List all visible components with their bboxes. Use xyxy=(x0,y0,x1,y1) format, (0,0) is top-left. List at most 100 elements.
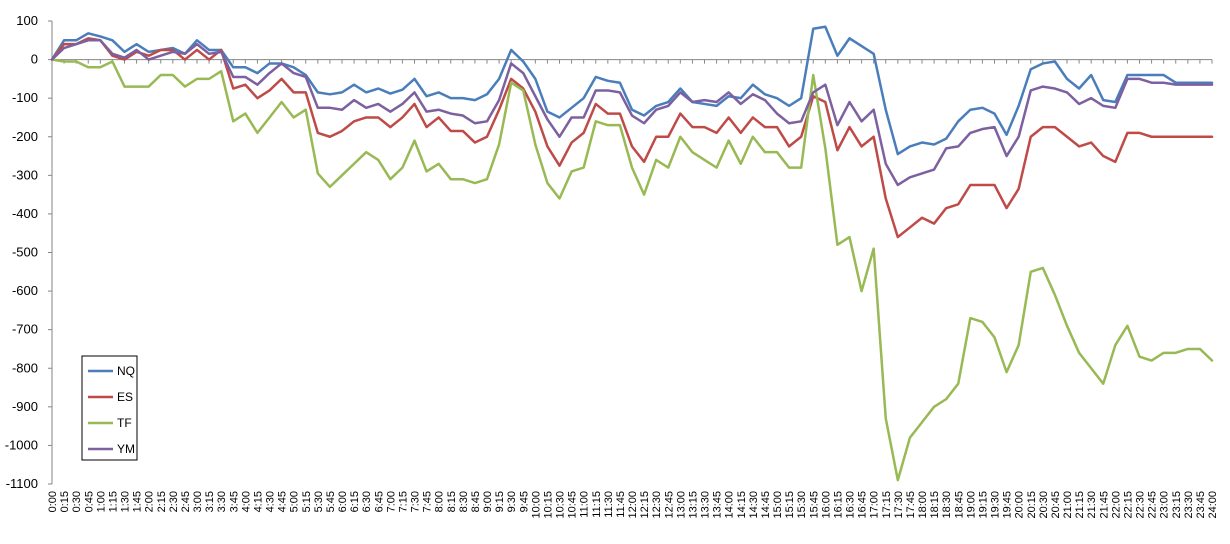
x-tick-label: 23:30 xyxy=(1183,491,1195,519)
x-tick-label: 20:15 xyxy=(1026,491,1038,519)
x-tick-label: 22:30 xyxy=(1135,491,1147,519)
x-tick-label: 0:45 xyxy=(83,491,95,512)
x-tick-label: 6:45 xyxy=(373,491,385,512)
x-tick-label: 2:30 xyxy=(168,491,180,512)
x-tick-label: 2:00 xyxy=(144,491,156,512)
x-tick-label: 15:00 xyxy=(772,491,784,519)
x-tick-label: 16:30 xyxy=(845,491,857,519)
legend-label-ym: YM xyxy=(117,442,135,456)
x-tick-label: 23:45 xyxy=(1195,491,1207,519)
x-tick-label: 23:15 xyxy=(1171,491,1183,519)
y-tick-label: -200 xyxy=(12,129,38,144)
legend: NQ ES TF YM xyxy=(81,355,138,461)
x-tick-label: 2:15 xyxy=(156,491,168,512)
x-tick-label: 3:45 xyxy=(228,491,240,512)
y-tick-label: -100 xyxy=(12,90,38,105)
series-line-nq xyxy=(50,25,1214,156)
x-tick-label: 4:00 xyxy=(240,491,252,512)
x-tick-label: 9:15 xyxy=(494,491,506,512)
x-tick-label: 14:30 xyxy=(748,491,760,519)
y-tick-label: -400 xyxy=(12,206,38,221)
y-tick-label: -700 xyxy=(12,322,38,337)
x-tick-label: 21:00 xyxy=(1062,491,1074,519)
series-line-es xyxy=(50,37,1214,239)
x-tick-label: 20:30 xyxy=(1038,491,1050,519)
x-tick-label: 13:00 xyxy=(675,491,687,519)
x-tick-label: 22:00 xyxy=(1110,491,1122,519)
x-tick-label: 20:00 xyxy=(1014,491,1026,519)
x-tick-label: 7:00 xyxy=(385,491,397,512)
x-tick-label: 17:15 xyxy=(881,491,893,519)
x-tick-label: 4:15 xyxy=(252,491,264,512)
x-tick-label: 1:00 xyxy=(95,491,107,512)
x-tick-label: 8:30 xyxy=(458,491,470,512)
x-tick-label: 16:45 xyxy=(857,491,869,519)
y-tick-label: -500 xyxy=(12,245,38,260)
x-tick-label: 3:15 xyxy=(204,491,216,512)
series-line-tf xyxy=(50,58,1214,482)
x-tick-label: 7:45 xyxy=(422,491,434,512)
x-tick-label: 22:45 xyxy=(1147,491,1159,519)
x-tick-label: 0:15 xyxy=(59,491,71,512)
x-tick-label: 14:15 xyxy=(736,491,748,519)
x-tick-label: 17:30 xyxy=(893,491,905,519)
y-tick-label: -1100 xyxy=(6,476,38,491)
x-tick-label: 10:15 xyxy=(542,491,554,519)
x-tick-label: 6:00 xyxy=(337,491,349,512)
x-tick-label: 19:45 xyxy=(1002,491,1014,519)
x-tick-label: 1:45 xyxy=(132,491,144,512)
x-tick-label: 9:30 xyxy=(506,491,518,512)
x-tick-label: 24:00 xyxy=(1207,491,1219,519)
x-tick-label: 0:00 xyxy=(47,491,59,512)
x-tick-label: 3:30 xyxy=(216,491,228,512)
x-tick-label: 20:45 xyxy=(1050,491,1062,519)
x-tick-label: 21:30 xyxy=(1086,491,1098,519)
x-tick-label: 16:00 xyxy=(820,491,832,519)
legend-label-nq: NQ xyxy=(117,364,135,378)
legend-label-tf: TF xyxy=(117,416,132,430)
x-tick-label: 5:15 xyxy=(301,491,313,512)
x-tick-label: 9:00 xyxy=(482,491,494,512)
y-axis: 100 0 -100 -200 -300 -400 -500 -600 -700 -800 -900… xyxy=(5,13,53,491)
x-tick-label: 23:00 xyxy=(1159,491,1171,519)
x-tick-label: 19:00 xyxy=(965,491,977,519)
series-line-ym xyxy=(50,39,1214,187)
x-tick-label: 10:30 xyxy=(555,491,567,519)
x-tick-label: 12:30 xyxy=(651,491,663,519)
x-tick-label: 7:30 xyxy=(410,491,422,512)
x-tick-label: 0:30 xyxy=(71,491,83,512)
x-tick-label: 10:45 xyxy=(567,491,579,519)
x-tick-label: 18:15 xyxy=(929,491,941,519)
y-tick-label: -300 xyxy=(12,167,38,182)
x-tick-label: 21:45 xyxy=(1098,491,1110,519)
x-tick-label: 7:15 xyxy=(397,491,409,512)
x-tick-label: 4:30 xyxy=(265,491,277,512)
y-tick-label: -1000 xyxy=(5,437,38,452)
x-tick-label: 11:00 xyxy=(579,491,591,518)
x-tick-label: 8:45 xyxy=(470,491,482,512)
legend-box xyxy=(81,355,138,461)
series-lines xyxy=(50,25,1214,482)
x-tick-label: 19:30 xyxy=(990,491,1002,519)
x-tick-label: 5:45 xyxy=(325,491,337,512)
x-tick-label: 13:45 xyxy=(712,491,724,519)
x-tick-label: 15:15 xyxy=(784,491,796,519)
x-tick-label: 21:15 xyxy=(1074,491,1086,519)
y-tick-label: 100 xyxy=(16,13,38,28)
x-tick-label: 8:15 xyxy=(446,491,458,512)
x-tick-label: 12:15 xyxy=(639,491,651,519)
x-tick-label: 5:30 xyxy=(313,491,325,512)
x-tick-label: 6:30 xyxy=(361,491,373,512)
x-tick-label: 4:45 xyxy=(277,491,289,512)
x-axis: 0:00 0:15 0:30 0:45 1:00 1:15 1:30 1:45 2:00 2:15… xyxy=(47,59,1219,519)
x-tick-label: 17:45 xyxy=(905,491,917,519)
x-tick-label: 18:30 xyxy=(941,491,953,519)
x-tick-label: 13:30 xyxy=(700,491,712,519)
x-tick-label: 2:45 xyxy=(180,491,192,512)
x-tick-label: 11:15 xyxy=(591,491,603,518)
x-tick-label: 15:45 xyxy=(808,491,820,519)
y-tick-label: -800 xyxy=(12,360,38,375)
x-tick-label: 15:30 xyxy=(796,491,808,519)
